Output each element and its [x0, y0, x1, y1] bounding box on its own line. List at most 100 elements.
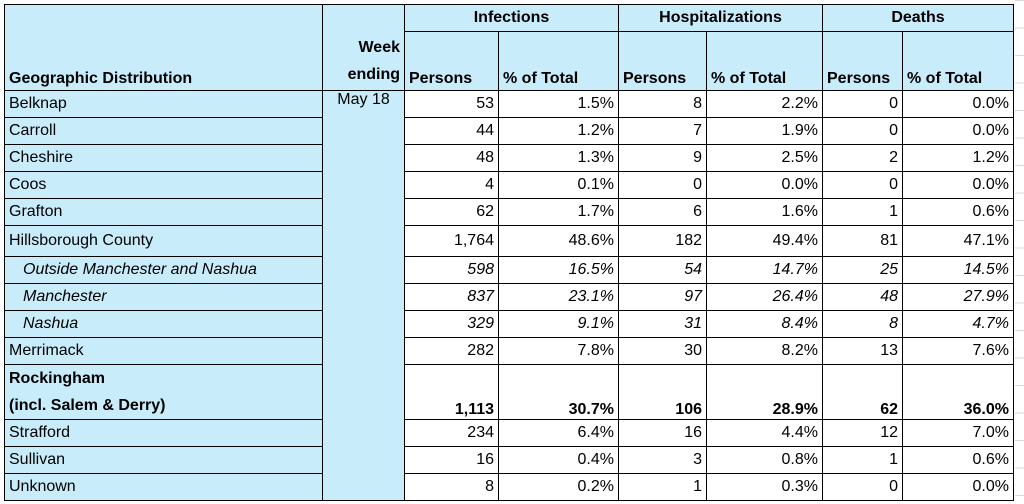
header-infections: Infections — [404, 4, 619, 32]
header-hospitalizations-pct: % of Total — [706, 31, 823, 91]
infections-persons: 62 — [404, 198, 499, 226]
hospitalizations-pct: 1.9% — [706, 117, 823, 145]
row-label: Merrimack — [4, 337, 323, 365]
row-label: Hillsborough County — [4, 225, 323, 257]
hospitalizations-pct: 0.0% — [706, 171, 823, 199]
header-week-line2: ending — [347, 66, 400, 83]
header-week-line1: Week — [358, 39, 400, 56]
infections-persons: 53 — [404, 90, 499, 118]
deaths-persons: 13 — [822, 337, 903, 365]
header-geographic-distribution: Geographic Distribution — [4, 4, 323, 91]
deaths-pct: 0.0% — [902, 117, 1014, 145]
geographic-distribution-table: Geographic Distribution Week ending Infec… — [4, 4, 1014, 501]
deaths-pct: 47.1% — [902, 225, 1014, 257]
infections-pct: 48.6% — [498, 225, 619, 257]
hospitalizations-pct: 4.4% — [706, 419, 823, 447]
infections-persons: 1,113 — [404, 364, 499, 420]
row-label: Manchester — [4, 283, 323, 311]
table-row: Unknown 8 0.2% 1 0.3% 0 0.0% — [4, 473, 1014, 501]
deaths-pct: 36.0% — [902, 364, 1014, 420]
row-label: Cheshire — [4, 144, 323, 172]
hospitalizations-persons: 16 — [618, 419, 707, 447]
table-row: Sullivan 16 0.4% 3 0.8% 1 0.6% — [4, 446, 1014, 474]
row-label: Belknap — [4, 90, 323, 118]
infections-pct: 0.4% — [498, 446, 619, 474]
deaths-persons: 12 — [822, 419, 903, 447]
row-label: Unknown — [4, 473, 323, 501]
header-deaths: Deaths — [822, 4, 1014, 32]
hospitalizations-persons: 182 — [618, 225, 707, 257]
infections-persons: 8 — [404, 473, 499, 501]
deaths-persons: 0 — [822, 90, 903, 118]
hospitalizations-pct: 14.7% — [706, 256, 823, 284]
table-row: Belknap May 18 53 1.5% 8 2.2% 0 0.0% — [4, 90, 1014, 501]
hospitalizations-persons: 7 — [618, 117, 707, 145]
table-row: Carroll 44 1.2% 7 1.9% 0 0.0% — [4, 117, 1014, 145]
row-label: Outside Manchester and Nashua — [4, 256, 323, 284]
hospitalizations-pct: 8.4% — [706, 310, 823, 338]
deaths-pct: 1.2% — [902, 144, 1014, 172]
deaths-persons: 2 — [822, 144, 903, 172]
infections-persons: 1,764 — [404, 225, 499, 257]
table-row: Grafton 62 1.7% 6 1.6% 1 0.6% — [4, 198, 1014, 226]
header-week-ending: Week ending — [322, 4, 405, 91]
hospitalizations-persons: 54 — [618, 256, 707, 284]
hospitalizations-pct: 49.4% — [706, 225, 823, 257]
deaths-persons: 25 — [822, 256, 903, 284]
infections-persons: 44 — [404, 117, 499, 145]
table-row: Merrimack 282 7.8% 30 8.2% 13 7.6% — [4, 337, 1014, 365]
deaths-pct: 0.6% — [902, 198, 1014, 226]
deaths-pct: 27.9% — [902, 283, 1014, 311]
deaths-persons: 8 — [822, 310, 903, 338]
table-row: Cheshire 48 1.3% 9 2.5% 2 1.2% — [4, 144, 1014, 172]
hospitalizations-persons: 6 — [618, 198, 707, 226]
infections-persons: 329 — [404, 310, 499, 338]
infections-persons: 16 — [404, 446, 499, 474]
infections-persons: 837 — [404, 283, 499, 311]
deaths-persons: 1 — [822, 446, 903, 474]
deaths-pct: 7.6% — [902, 337, 1014, 365]
hospitalizations-persons: 106 — [618, 364, 707, 420]
table-row: Rockingham (incl. Salem & Derry) 1,113 30… — [4, 364, 1014, 420]
row-label: Rockingham (incl. Salem & Derry) — [4, 364, 323, 420]
infections-persons: 4 — [404, 171, 499, 199]
deaths-pct: 0.0% — [902, 473, 1014, 501]
infections-pct: 6.4% — [498, 419, 619, 447]
row-label-line1: Rockingham — [9, 370, 106, 387]
infections-persons: 598 — [404, 256, 499, 284]
hospitalizations-persons: 9 — [618, 144, 707, 172]
infections-pct: 23.1% — [498, 283, 619, 311]
header-deaths-persons: Persons — [822, 31, 903, 91]
row-label: Coos — [4, 171, 323, 199]
table-row: Nashua 329 9.1% 31 8.4% 8 4.7% — [4, 310, 1014, 338]
header-infections-pct: % of Total — [498, 31, 619, 91]
deaths-pct: 14.5% — [902, 256, 1014, 284]
infections-pct: 1.3% — [498, 144, 619, 172]
hospitalizations-pct: 8.2% — [706, 337, 823, 365]
header-infections-persons: Persons — [404, 31, 499, 91]
hospitalizations-persons: 0 — [618, 171, 707, 199]
header-hospitalizations: Hospitalizations — [618, 4, 823, 32]
hospitalizations-pct: 26.4% — [706, 283, 823, 311]
row-label-line2: (incl. Salem & Derry) — [9, 397, 166, 414]
hospitalizations-persons: 3 — [618, 446, 707, 474]
hospitalizations-pct: 0.3% — [706, 473, 823, 501]
deaths-pct: 0.0% — [902, 171, 1014, 199]
hospitalizations-persons: 8 — [618, 90, 707, 118]
hospitalizations-pct: 0.8% — [706, 446, 823, 474]
infections-pct: 0.1% — [498, 171, 619, 199]
deaths-persons: 1 — [822, 198, 903, 226]
deaths-pct: 7.0% — [902, 419, 1014, 447]
deaths-persons: 0 — [822, 117, 903, 145]
header-deaths-pct: % of Total — [902, 31, 1014, 91]
infections-persons: 48 — [404, 144, 499, 172]
infections-pct: 7.8% — [498, 337, 619, 365]
deaths-persons: 48 — [822, 283, 903, 311]
hospitalizations-pct: 28.9% — [706, 364, 823, 420]
infections-pct: 30.7% — [498, 364, 619, 420]
infections-pct: 16.5% — [498, 256, 619, 284]
infections-pct: 1.2% — [498, 117, 619, 145]
table-row: Hillsborough County 1,764 48.6% 182 49.4… — [4, 225, 1014, 257]
table-row: Outside Manchester and Nashua 598 16.5% … — [4, 256, 1014, 284]
deaths-persons: 0 — [822, 171, 903, 199]
